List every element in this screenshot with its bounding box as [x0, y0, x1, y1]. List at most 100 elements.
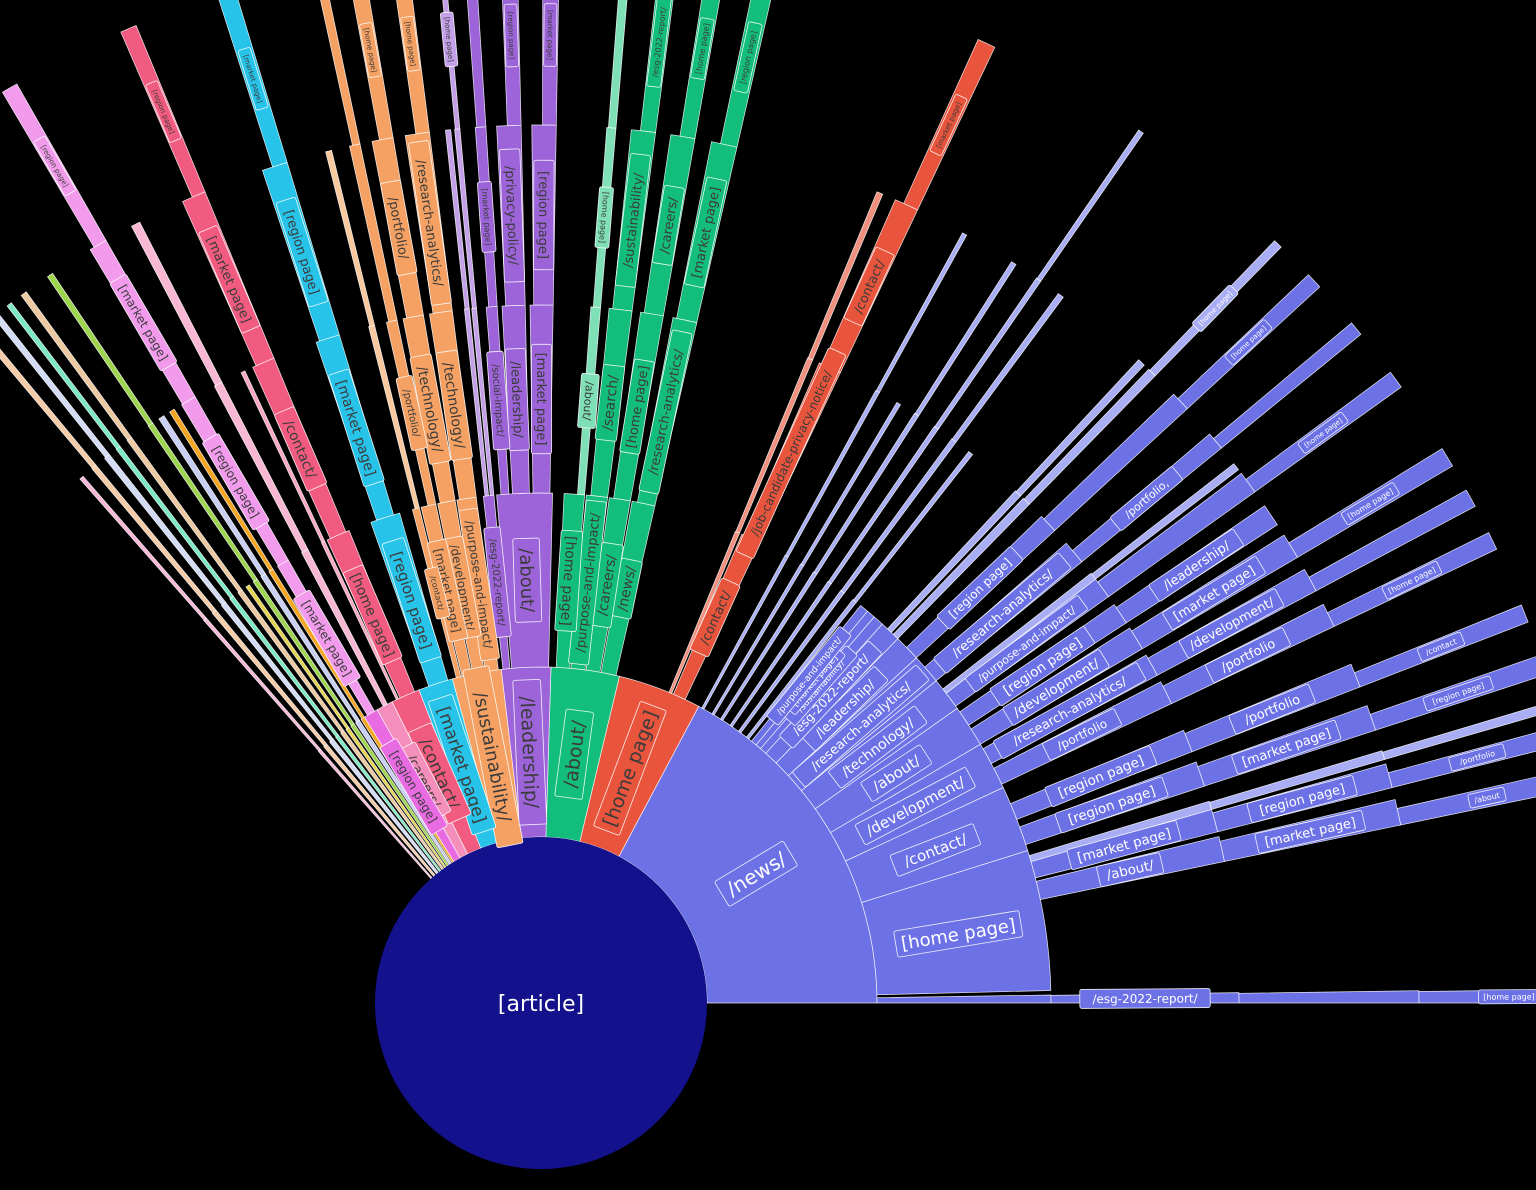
svg-text:/job-candidate-privacy-notice/: /job-candidate-privacy-notice/	[748, 368, 836, 538]
segment-label: [home page]	[359, 22, 382, 78]
sunburst-segment[interactable]	[158, 415, 266, 577]
segment-label: [home page]	[439, 11, 459, 68]
segment-label: /leadership/	[504, 348, 530, 451]
sunburst-labels: /news/[home page]/about//leadership//sus…	[33, 0, 1536, 1009]
svg-text:/search/: /search/	[600, 374, 622, 432]
sunburst-segment[interactable]	[668, 531, 740, 694]
sunburst-segment[interactable]	[813, 412, 920, 575]
sunburst-segment[interactable]	[875, 232, 968, 393]
svg-text:/portfolio,: /portfolio,	[1122, 477, 1171, 521]
sunburst-segment[interactable]	[0, 327, 97, 469]
sunburst-segment[interactable]	[0, 313, 110, 458]
sunburst-segment[interactable]	[245, 584, 350, 730]
sunburst-segment[interactable]	[1213, 322, 1362, 449]
segment-label: /contact/	[274, 406, 327, 492]
svg-text:/privacy-policy/: /privacy-policy/	[502, 166, 521, 266]
segment-label: /about	[1467, 786, 1507, 809]
sunburst-segment[interactable]	[169, 408, 274, 572]
segment-label: /contact	[1417, 631, 1465, 662]
sunburst-segment[interactable]	[800, 402, 901, 567]
sunburst-segment[interactable]	[951, 293, 1064, 443]
segment-label: [market page]	[476, 181, 497, 253]
sunburst-segment[interactable]	[1015, 359, 1145, 497]
sunburst-segment[interactable]	[1036, 129, 1144, 282]
svg-text:/about/: /about/	[515, 548, 538, 614]
segment-label: [market page]	[929, 94, 968, 156]
svg-text:[home page]: [home page]	[1483, 992, 1535, 1001]
sunburst-segment[interactable]	[608, 0, 631, 129]
segment-label: /job-candidate-privacy-notice/	[736, 347, 846, 559]
segment-label: /portfolio,	[1110, 466, 1183, 531]
sunburst-segment[interactable]	[104, 454, 227, 606]
sunburst-segment[interactable]	[807, 191, 884, 361]
sunburst-segment[interactable]	[1238, 990, 1420, 1004]
segment-label: [home page]	[594, 186, 614, 249]
sunburst-segment[interactable]	[79, 475, 207, 621]
svg-text:[region page]: [region page]	[506, 12, 515, 60]
svg-text:/social-impact/: /social-impact/	[489, 364, 505, 438]
segment-label: [region page]	[503, 3, 520, 68]
sunburst-segment[interactable]	[20, 291, 133, 441]
sunburst-segment[interactable]	[876, 994, 1052, 1004]
svg-text:/esg-2022-report/: /esg-2022-report/	[1092, 991, 1198, 1006]
sunburst-segment[interactable]	[325, 149, 375, 327]
sunburst-segment[interactable]	[314, 0, 361, 146]
segment-label: [home page]	[1340, 482, 1400, 526]
segment-label: [region page]	[33, 136, 76, 196]
svg-text:[home page]: [home page]	[1230, 324, 1269, 361]
segment-label: /social-impact/	[486, 350, 511, 451]
segment-label: [home page]	[690, 17, 715, 80]
segment-label: /about/	[554, 708, 594, 800]
sunburst-segment[interactable]	[840, 438, 957, 594]
segment-label: [market page]	[530, 343, 553, 455]
segment-label: /privacy-policy/	[499, 148, 525, 283]
svg-text:[home page]: [home page]	[1197, 290, 1234, 328]
svg-text:/leadership/: /leadership/	[507, 361, 525, 439]
segment-label: /search/	[594, 364, 626, 442]
segment-label: [home page]	[554, 529, 584, 632]
sunburst-segment[interactable]	[91, 464, 217, 614]
segment-label: /esg-2022-report/	[646, 0, 672, 88]
svg-text:[home page]: [home page]	[597, 191, 610, 243]
sunburst-segment[interactable]	[6, 302, 121, 450]
segment-label: /sustainability/	[614, 153, 651, 288]
root-circle[interactable]	[375, 837, 707, 1169]
segment-label: [home page]	[1478, 989, 1536, 1005]
sunburst-segment[interactable]	[47, 272, 154, 427]
sunburst-segment[interactable]	[131, 221, 223, 387]
segment-label: [region page]	[145, 80, 182, 143]
sunburst-segment[interactable]	[464, 0, 487, 128]
segment-label: [market page]	[684, 176, 727, 289]
segment-label: [region page]	[533, 159, 555, 271]
svg-text:/leadership/: /leadership/	[516, 696, 543, 810]
segment-label: /contact/	[424, 566, 451, 620]
sunburst-segment[interactable]	[914, 261, 1017, 417]
segment-label: [home page]	[1381, 560, 1442, 600]
segment-label: [home page]	[1224, 319, 1273, 365]
sunburst-segment[interactable]	[1381, 701, 1536, 760]
svg-text:[home page]: [home page]	[557, 535, 579, 626]
sunburst-segment[interactable]	[1308, 489, 1476, 592]
segment-label: [market page]	[543, 3, 558, 67]
root-node[interactable]: [article]	[375, 837, 707, 1169]
segment-label: /portfolio/	[380, 179, 418, 276]
segment-label: /leadership/	[512, 678, 548, 826]
svg-text:[market page]: [market page]	[546, 10, 554, 60]
root-label: [article]	[498, 992, 584, 1017]
sunburst-segment[interactable]	[1091, 463, 1239, 580]
segment-label: /careers/	[651, 185, 685, 266]
svg-text:[market page]: [market page]	[115, 282, 170, 363]
segment-label: [market page]	[328, 368, 385, 487]
svg-text:[market page]: [market page]	[480, 188, 493, 246]
segment-label: [market page]	[198, 225, 261, 334]
sunburst-segment[interactable]	[853, 451, 974, 603]
segment-label: [region page]	[733, 21, 763, 94]
sunburst-segment[interactable]	[240, 370, 326, 543]
sunburst-segment[interactable]	[445, 129, 470, 310]
segment-label: [home page]	[1297, 411, 1349, 454]
segment-label: [market page]	[237, 47, 269, 111]
segment-label: [home page]	[1192, 284, 1239, 332]
segment-label: [home page]	[400, 15, 421, 72]
